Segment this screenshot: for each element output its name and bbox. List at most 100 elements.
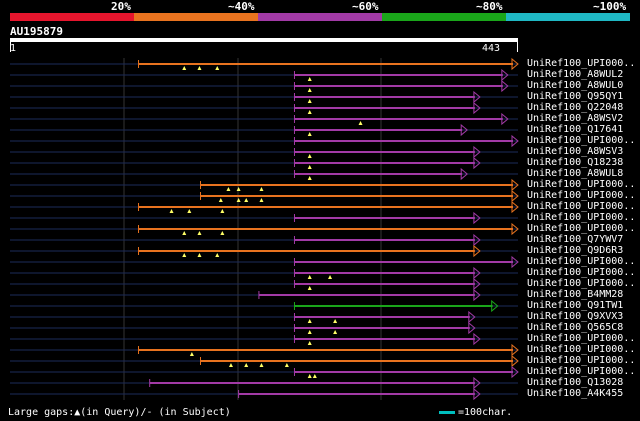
- query-gap-marker: [333, 330, 338, 334]
- query-gap-marker: [307, 88, 312, 92]
- query-gap-marker: [182, 66, 187, 70]
- query-gap-marker: [307, 374, 312, 378]
- query-gap-marker: [307, 132, 312, 136]
- query-end-tick: [517, 42, 518, 52]
- legend-segment: [382, 13, 506, 21]
- query-gap-marker: [307, 341, 312, 345]
- hit-label[interactable]: UniRef100_Q9D6R3: [527, 245, 624, 256]
- hit-label[interactable]: UniRef100_Q7YWV7: [527, 234, 624, 245]
- query-gap-marker: [182, 231, 187, 235]
- hit-label[interactable]: UniRef100_A8WUL2: [527, 69, 624, 80]
- hit-end-arrow: [473, 145, 481, 159]
- hit-label[interactable]: UniRef100_UPI000..: [527, 135, 636, 146]
- query-gap-marker: [220, 231, 225, 235]
- hit-label[interactable]: UniRef100_A8WUL0: [527, 80, 624, 91]
- hit-end-arrow: [511, 57, 519, 71]
- hit-end-arrow: [473, 288, 481, 302]
- hit-end-arrow: [511, 134, 519, 148]
- hit-end-arrow: [511, 189, 519, 203]
- legend-percent-label: ~40%: [228, 0, 255, 13]
- hit-label[interactable]: UniRef100_A8WUL8: [527, 168, 624, 179]
- query-gap-marker: [307, 99, 312, 103]
- hit-label[interactable]: UniRef100_UPI000..: [527, 256, 636, 267]
- hit-label[interactable]: UniRef100_UPI000..: [527, 344, 636, 355]
- hit-label[interactable]: UniRef100_UPI000..: [527, 212, 636, 223]
- query-gap-marker: [189, 352, 194, 356]
- hit-end-arrow: [473, 266, 481, 280]
- hit-label[interactable]: UniRef100_UPI000..: [527, 333, 636, 344]
- hit-label[interactable]: UniRef100_UPI000..: [527, 179, 636, 190]
- hit-end-arrow: [511, 343, 519, 357]
- hit-label[interactable]: UniRef100_Q565C8: [527, 322, 624, 333]
- hit-end-arrow: [460, 123, 468, 137]
- legend-segment: [258, 13, 382, 21]
- hit-label[interactable]: UniRef100_UPI000..: [527, 58, 636, 69]
- hit-label[interactable]: UniRef100_B4MM28: [527, 289, 624, 300]
- query-gap-marker: [328, 275, 333, 279]
- query-gap-marker: [226, 187, 231, 191]
- hit-label[interactable]: UniRef100_A8WSV2: [527, 113, 624, 124]
- query-gap-marker: [236, 198, 241, 202]
- hit-end-arrow: [501, 68, 509, 82]
- legend-percent-label: ~100%: [593, 0, 627, 13]
- query-gap-marker: [215, 253, 220, 257]
- query-gap-marker: [307, 165, 312, 169]
- hit-label[interactable]: UniRef100_Q13028: [527, 377, 624, 388]
- hit-end-arrow: [473, 332, 481, 346]
- hit-end-arrow: [511, 354, 519, 368]
- hit-label[interactable]: UniRef100_Q9XVX3: [527, 311, 624, 322]
- hit-label[interactable]: UniRef100_UPI000..: [527, 355, 636, 366]
- query-gap-marker: [220, 209, 225, 213]
- query-gap-marker: [312, 374, 317, 378]
- legend-percent-label: ~80%: [476, 0, 503, 13]
- hit-label[interactable]: UniRef100_A8WSV3: [527, 146, 624, 157]
- legend-segment: [506, 13, 630, 21]
- legend-percent-label: 20%: [111, 0, 131, 13]
- large-gaps-legend: Large gaps:▲(in Query)/- (in Subject): [8, 407, 231, 418]
- hit-label[interactable]: UniRef100_A4K455: [527, 388, 624, 399]
- query-sequence-bar: [10, 38, 518, 42]
- query-gap-marker: [307, 319, 312, 323]
- hit-end-arrow: [473, 156, 481, 170]
- identity-legend-bar: [10, 13, 630, 21]
- query-gap-marker: [244, 198, 249, 202]
- hit-end-arrow: [511, 222, 519, 236]
- query-gap-marker: [197, 231, 202, 235]
- hit-label[interactable]: UniRef100_UPI000..: [527, 366, 636, 377]
- query-gap-marker: [197, 253, 202, 257]
- hit-end-arrow: [511, 200, 519, 214]
- legend-segment: [134, 13, 258, 21]
- query-gap-marker: [228, 363, 233, 367]
- query-gap-marker: [259, 187, 264, 191]
- hit-label[interactable]: UniRef100_UPI000..: [527, 223, 636, 234]
- hit-label[interactable]: UniRef100_Q22048: [527, 102, 624, 113]
- query-gap-marker: [182, 253, 187, 257]
- hit-label[interactable]: UniRef100_UPI000..: [527, 267, 636, 278]
- query-gap-marker: [358, 121, 363, 125]
- hit-end-arrow: [511, 255, 519, 269]
- legend-percent-label: ~60%: [352, 0, 379, 13]
- hit-label[interactable]: UniRef100_Q17641: [527, 124, 624, 135]
- hit-label[interactable]: UniRef100_UPI000..: [527, 201, 636, 212]
- legend-segment: [10, 13, 134, 21]
- hit-label[interactable]: UniRef100_UPI000..: [527, 278, 636, 289]
- query-gap-marker: [333, 319, 338, 323]
- scale-bar: [439, 411, 455, 414]
- query-gap-marker: [307, 110, 312, 114]
- hit-end-arrow: [473, 101, 481, 115]
- hit-label[interactable]: UniRef100_Q95QY1: [527, 91, 624, 102]
- query-start-tick: [10, 42, 11, 52]
- query-gap-marker: [307, 286, 312, 290]
- query-start-label: 1: [10, 43, 17, 54]
- hit-label[interactable]: UniRef100_Q91TW1: [527, 300, 624, 311]
- hit-label[interactable]: UniRef100_UPI000..: [527, 190, 636, 201]
- query-gap-marker: [307, 77, 312, 81]
- hit-end-arrow: [473, 244, 481, 258]
- hit-end-arrow: [460, 167, 468, 181]
- hit-label[interactable]: UniRef100_Q18238: [527, 157, 624, 168]
- query-gap-marker: [218, 198, 223, 202]
- query-gap-marker: [236, 187, 241, 191]
- query-gap-marker: [284, 363, 289, 367]
- query-gap-marker: [307, 176, 312, 180]
